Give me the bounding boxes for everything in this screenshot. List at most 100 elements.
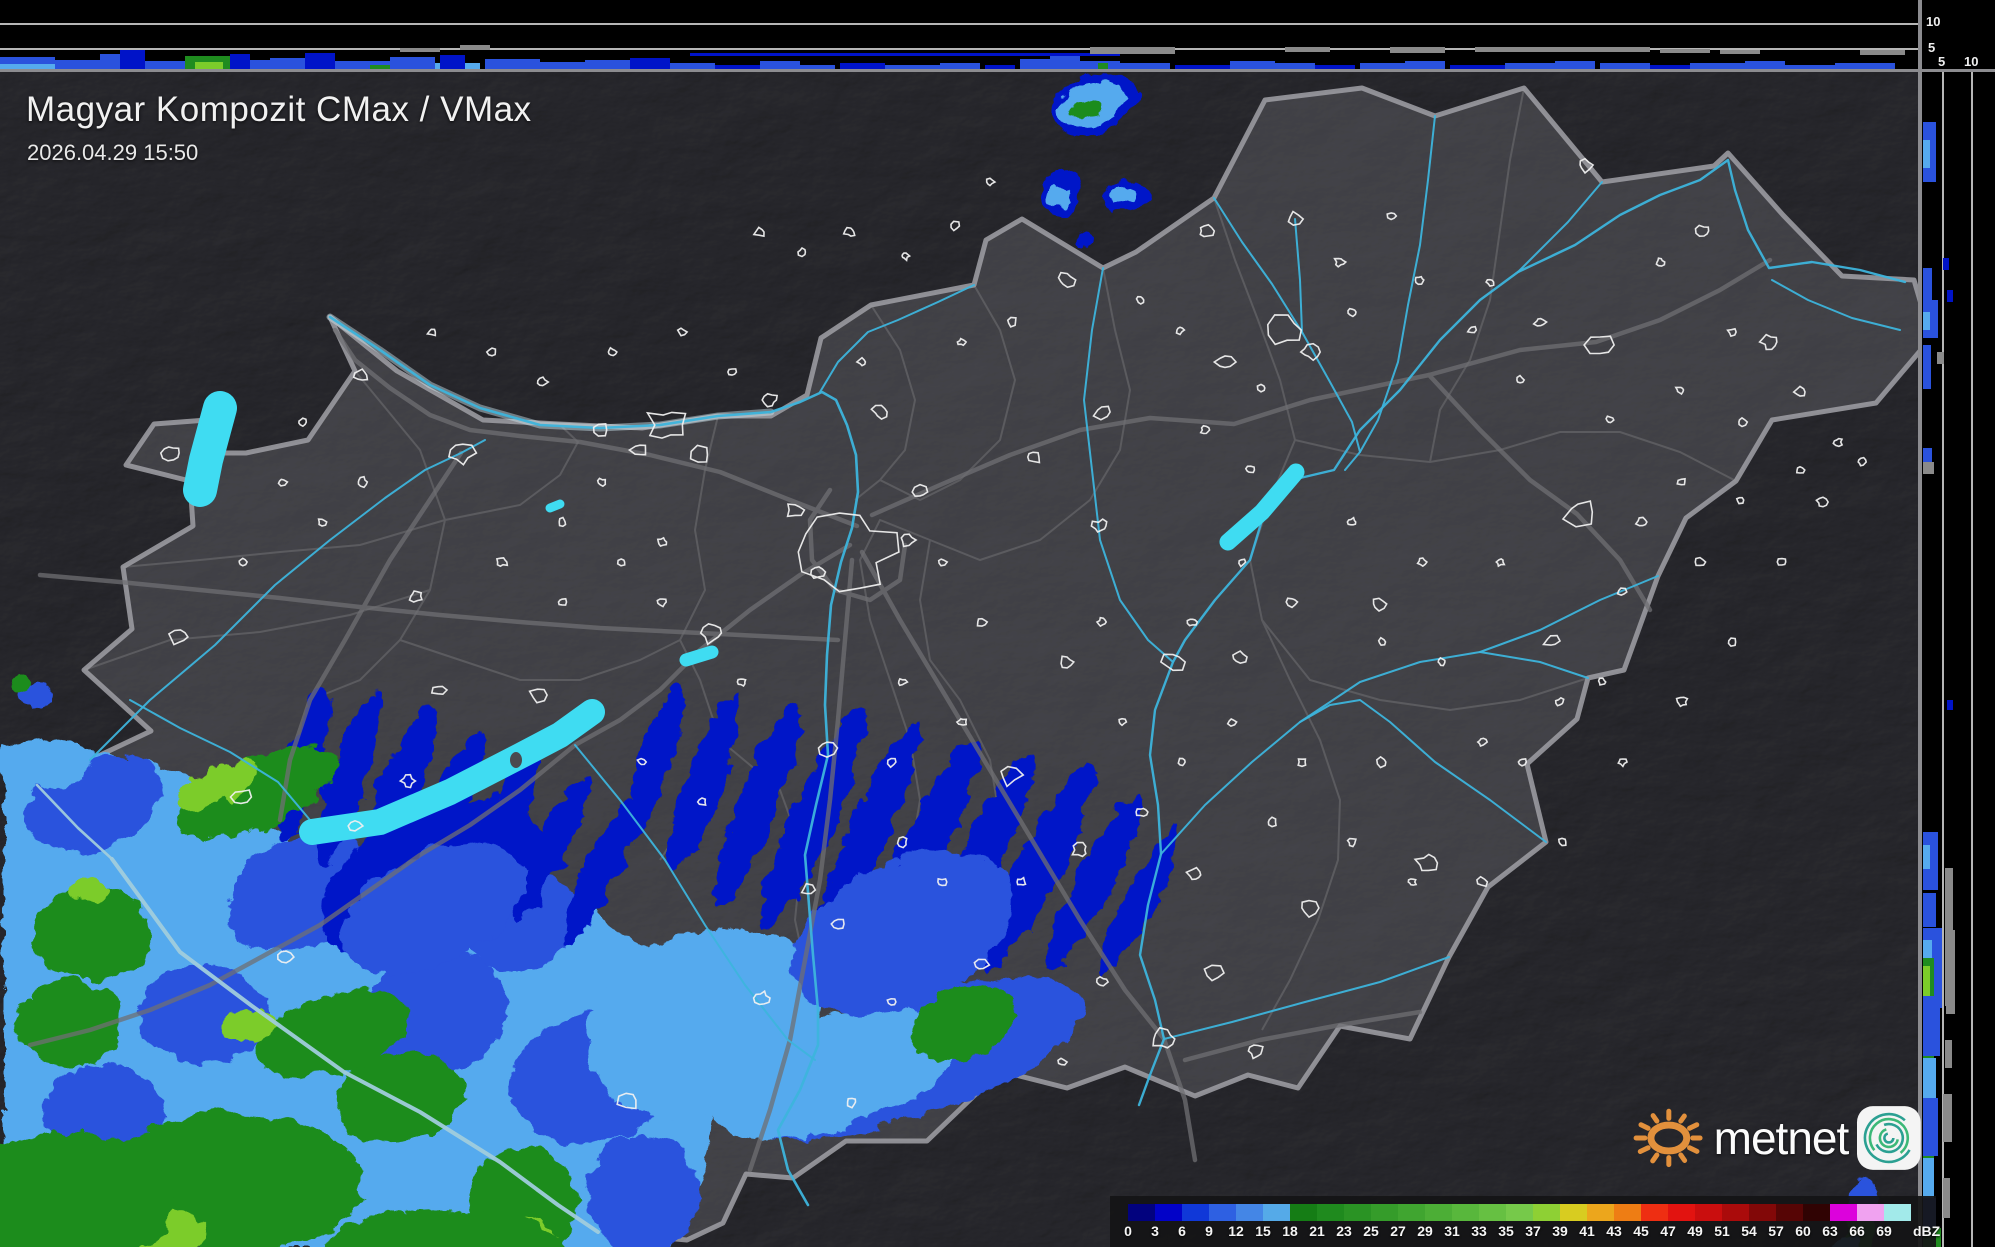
settlement-outline [277, 478, 289, 487]
scale-cell [1425, 1204, 1452, 1221]
scale-cell [1317, 1204, 1344, 1221]
settlement-outline [408, 590, 423, 603]
settlement-outline [830, 918, 845, 930]
settlement-outline [1016, 876, 1027, 886]
settlement-outline [557, 597, 568, 606]
settlement-outline [1795, 465, 1806, 474]
settlement-outline [1386, 212, 1398, 221]
top-profile-panel [0, 0, 1918, 70]
scale-cell [1722, 1204, 1749, 1221]
scale-tick-label: 31 [1444, 1223, 1460, 1239]
settlement-outline [596, 477, 607, 488]
settlement-outline [900, 533, 918, 548]
settlement-outline [1416, 557, 1429, 568]
settlement-outline [886, 757, 897, 769]
settlement-outline [1676, 477, 1686, 486]
settlement-outline [956, 337, 968, 347]
settlement-outline [1476, 737, 1489, 748]
settlement-outline [1285, 597, 1299, 609]
settlement-outline [1244, 465, 1256, 474]
settlement-outline [1727, 637, 1737, 647]
settlement-outline [1177, 757, 1186, 767]
scale-cell [1236, 1204, 1263, 1221]
scale-tick-label: 33 [1471, 1223, 1487, 1239]
horizontal-divider [0, 69, 1995, 72]
settlement-outline [786, 503, 806, 518]
page-title: Magyar Kompozit CMax / VMax [26, 90, 532, 129]
settlement-outline [1776, 557, 1787, 566]
settlement-outline [1092, 405, 1111, 421]
settlement-outline [1297, 758, 1307, 768]
settlement-outline [1226, 718, 1238, 727]
top-panel-axis-label-10: 10 [1926, 14, 1941, 29]
settlement-outline [1247, 1044, 1264, 1060]
settlement-outline [937, 558, 949, 567]
settlement-outline [1199, 424, 1211, 435]
settlement-outline [627, 444, 647, 456]
scale-cell [1155, 1204, 1182, 1221]
scale-unit-label: dBZ [1913, 1223, 1941, 1239]
settlement-outline [1266, 314, 1303, 346]
settlement-outline [727, 368, 738, 376]
settlement-outline [846, 1097, 857, 1109]
scale-tick-label: 45 [1633, 1223, 1649, 1239]
scale-tick-label: 23 [1336, 1223, 1352, 1239]
settlement-outline [1346, 516, 1357, 526]
settlement-outline [1616, 587, 1628, 596]
settlement-outline [1159, 653, 1187, 672]
settlement-outline [1118, 717, 1128, 727]
settlement-outline [1407, 878, 1418, 886]
settlement-outline [1815, 496, 1830, 508]
settlement-outline [809, 566, 827, 580]
settlement-outline [607, 346, 618, 357]
settlement-outline [1726, 327, 1737, 338]
settlement-outline [1617, 758, 1628, 768]
scale-cell [1614, 1204, 1641, 1221]
scale-cell [1641, 1204, 1668, 1221]
settlement-outline [976, 617, 989, 627]
scale-tick-label: 18 [1282, 1223, 1298, 1239]
settlement-outline [656, 598, 668, 608]
settlement-outline [985, 177, 997, 187]
scale-tick-label: 3 [1151, 1223, 1159, 1239]
metnet-logo[interactable]: metnet [1632, 1096, 1922, 1180]
settlement-outlines [159, 157, 1868, 1110]
right-panel-axis-label-5: 5 [1938, 54, 1946, 69]
hungary-border [34, 85, 1918, 1243]
scale-tick-label: 21 [1309, 1223, 1325, 1239]
settlement-outline [1857, 456, 1868, 467]
settlement-outline [425, 328, 437, 337]
settlement-outline [901, 252, 912, 262]
settlement-outline [696, 797, 707, 807]
settlement-outline [1203, 964, 1225, 982]
scale-tick-label: 39 [1552, 1223, 1568, 1239]
settlement-outline [855, 356, 867, 367]
settlement-outline [167, 629, 189, 646]
settlement-outline [1071, 841, 1087, 858]
settlement-outline [645, 411, 687, 439]
settlement-outline [357, 475, 369, 489]
settlement-outline [911, 483, 929, 498]
scale-tick-label: 57 [1768, 1223, 1784, 1239]
settlement-outline [1605, 415, 1615, 424]
scale-tick-label: 6 [1178, 1223, 1186, 1239]
settlement-outline [276, 950, 295, 964]
settlement-outline [1006, 316, 1017, 328]
scale-cell [1290, 1204, 1317, 1221]
settlement-outline [1135, 807, 1149, 818]
scale-tick-label: 41 [1579, 1223, 1595, 1239]
settlement-outline [447, 443, 478, 466]
settlement-outline [1735, 496, 1745, 505]
settlement-outline [1495, 557, 1506, 568]
settlement-outline [317, 518, 328, 527]
dbz-color-scale: dBZ 0 3 6 9 12 15 18 21 23 25 27 29 31 33 35 37 39 41 43 45… [1110, 1196, 1940, 1247]
scale-tick-label: 37 [1525, 1223, 1541, 1239]
settlement-outline [238, 557, 249, 567]
settlement-outline [1516, 374, 1526, 384]
scale-cell [1263, 1204, 1290, 1221]
road-network [27, 257, 1773, 1173]
settlement-outline [1152, 1026, 1176, 1049]
right-panel-axis-label-10: 10 [1964, 54, 1979, 69]
settlement-outline [896, 836, 908, 849]
settlement-outline [752, 989, 771, 1006]
